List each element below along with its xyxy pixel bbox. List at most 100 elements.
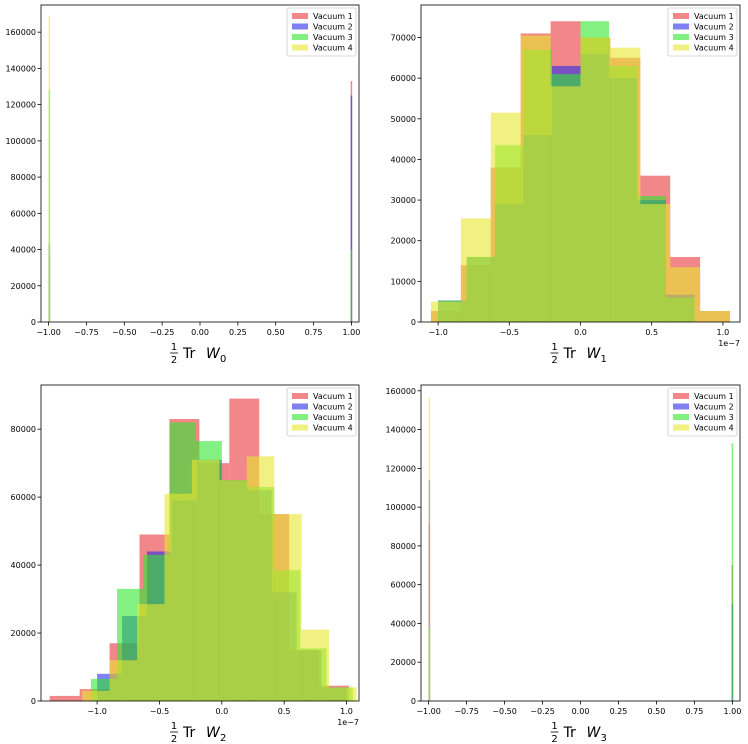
legend-label-1: Vacuum 1 <box>694 392 734 401</box>
legend-swatch-4 <box>292 424 308 431</box>
legend-swatch-4 <box>673 44 689 51</box>
legend-swatch-3 <box>292 414 308 420</box>
legend-label-3: Vacuum 3 <box>313 413 353 422</box>
y-tick-label: 30000 <box>391 196 416 205</box>
bars-group <box>49 398 357 701</box>
x-label-frac-denominator: 2 <box>171 734 177 744</box>
legend-box <box>286 387 357 437</box>
x-axis-label: 1 2 Tr W 3 <box>550 721 607 744</box>
bar-vacuum-4-3 <box>164 493 192 701</box>
legend-label-4: Vacuum 4 <box>694 44 734 53</box>
x-label-sub: 0 <box>220 354 226 365</box>
legend-box <box>286 7 357 57</box>
x-label-var: W <box>206 346 221 362</box>
legend-label-1: Vacuum 1 <box>313 12 353 21</box>
y-tick-label: 80000 <box>11 173 36 182</box>
y-tick-label: 0 <box>411 697 416 706</box>
y-tick-label: 20000 <box>391 658 416 667</box>
bar-vacuum-4-0 <box>48 15 51 323</box>
x-offset-label: 1e−7 <box>718 339 740 348</box>
bar-vacuum-4-5 <box>580 37 611 323</box>
x-offset-label: 1e−7 <box>337 718 359 727</box>
legend-swatch-2 <box>292 403 308 410</box>
y-tick-label: 70000 <box>391 34 416 43</box>
x-tick-label: −0.75 <box>74 328 99 337</box>
y-tick-label: 60000 <box>11 493 36 502</box>
x-tick-label: 0.00 <box>191 328 209 337</box>
bar-vacuum-1-0 <box>49 695 80 701</box>
legend-swatch-3 <box>673 34 689 40</box>
legend-box <box>667 387 738 437</box>
x-label-sub: 3 <box>601 733 607 744</box>
y-tick-label: 140000 <box>5 64 36 73</box>
x-label-var: W <box>587 725 602 741</box>
bar-vacuum-4-1 <box>460 218 491 322</box>
x-tick-label: −1.00 <box>416 707 441 716</box>
x-label-var: W <box>587 346 602 362</box>
y-tick-label: 0 <box>31 318 36 327</box>
x-label-frac-denominator: 2 <box>551 734 557 744</box>
legend-label-2: Vacuum 2 <box>313 403 353 412</box>
x-tick-label: −0.50 <box>112 328 137 337</box>
y-tick-label: 40000 <box>11 246 36 255</box>
y-tick-label: 160000 <box>5 28 36 37</box>
y-tick-label: 20000 <box>391 237 416 246</box>
x-tick-label: 0.75 <box>305 328 323 337</box>
bar-vacuum-3-1 <box>731 443 734 701</box>
x-tick-label: 0.25 <box>229 328 247 337</box>
x-label-text: Tr <box>563 346 576 362</box>
x-tick-label: −0.5 <box>500 328 519 337</box>
legend-label-3: Vacuum 3 <box>694 413 734 422</box>
x-label-frac-numerator: 1 <box>171 721 177 732</box>
y-tick-label: 60000 <box>391 74 416 83</box>
legend-label-4: Vacuum 4 <box>313 44 353 53</box>
x-tick-label: 1.00 <box>343 328 361 337</box>
x-tick-label: −0.5 <box>150 707 169 716</box>
bar-vacuum-4-8 <box>301 629 330 701</box>
legend-swatch-2 <box>292 23 308 30</box>
x-tick-label: 0.00 <box>572 707 590 716</box>
x-tick-label: −0.25 <box>150 328 175 337</box>
x-tick-label: −0.75 <box>454 707 479 716</box>
x-label-frac-numerator: 1 <box>551 721 557 732</box>
y-tick-label: 40000 <box>391 619 416 628</box>
legend-swatch-2 <box>673 23 689 30</box>
legend-swatch-4 <box>292 44 308 51</box>
y-tick-label: 40000 <box>391 155 416 164</box>
bar-vacuum-4-7 <box>274 514 302 701</box>
legend-box <box>667 7 738 57</box>
y-tick-label: 0 <box>411 318 416 327</box>
x-tick-label: 0.0 <box>574 328 587 337</box>
bars-group <box>48 15 353 323</box>
legend-label-2: Vacuum 2 <box>694 23 734 32</box>
legend-label-3: Vacuum 3 <box>313 33 353 42</box>
x-tick-label: 0.5 <box>278 707 291 716</box>
legend-swatch-1 <box>673 13 689 19</box>
bar-vacuum-4-5 <box>219 480 247 701</box>
y-tick-label: 10000 <box>391 277 416 286</box>
x-label-text: Tr <box>182 346 195 362</box>
x-label-sub: 2 <box>220 733 226 744</box>
y-tick-label: 120000 <box>5 101 36 110</box>
bar-vacuum-3-1 <box>350 249 353 322</box>
x-tick-label: 0.5 <box>645 328 658 337</box>
legend-label-4: Vacuum 4 <box>313 424 353 433</box>
x-axis-label: 12 Tr W 1 <box>550 342 607 366</box>
x-tick-label: 0.50 <box>648 707 666 716</box>
x-tick-label: 0.25 <box>610 707 628 716</box>
legend-swatch-1 <box>292 13 308 19</box>
y-tick-label: 60000 <box>391 581 416 590</box>
x-tick-label: 0.50 <box>267 328 285 337</box>
x-label-frac-denominator: 2 <box>551 355 557 366</box>
y-tick-label: 20000 <box>11 629 36 638</box>
bar-vacuum-4-0 <box>430 301 461 322</box>
legend-swatch-1 <box>292 393 308 399</box>
chart-panel-2: −1.0 −0.5 0.0 0.5 1.0 0 20000 40000 60000 80000 1e… <box>11 384 360 744</box>
bar-vacuum-4-9 <box>700 311 731 322</box>
legend-label-1: Vacuum 1 <box>313 392 353 401</box>
bar-vacuum-4-6 <box>246 456 275 701</box>
bar-vacuum-4-3 <box>520 35 551 322</box>
bar-vacuum-4-7 <box>640 204 671 322</box>
